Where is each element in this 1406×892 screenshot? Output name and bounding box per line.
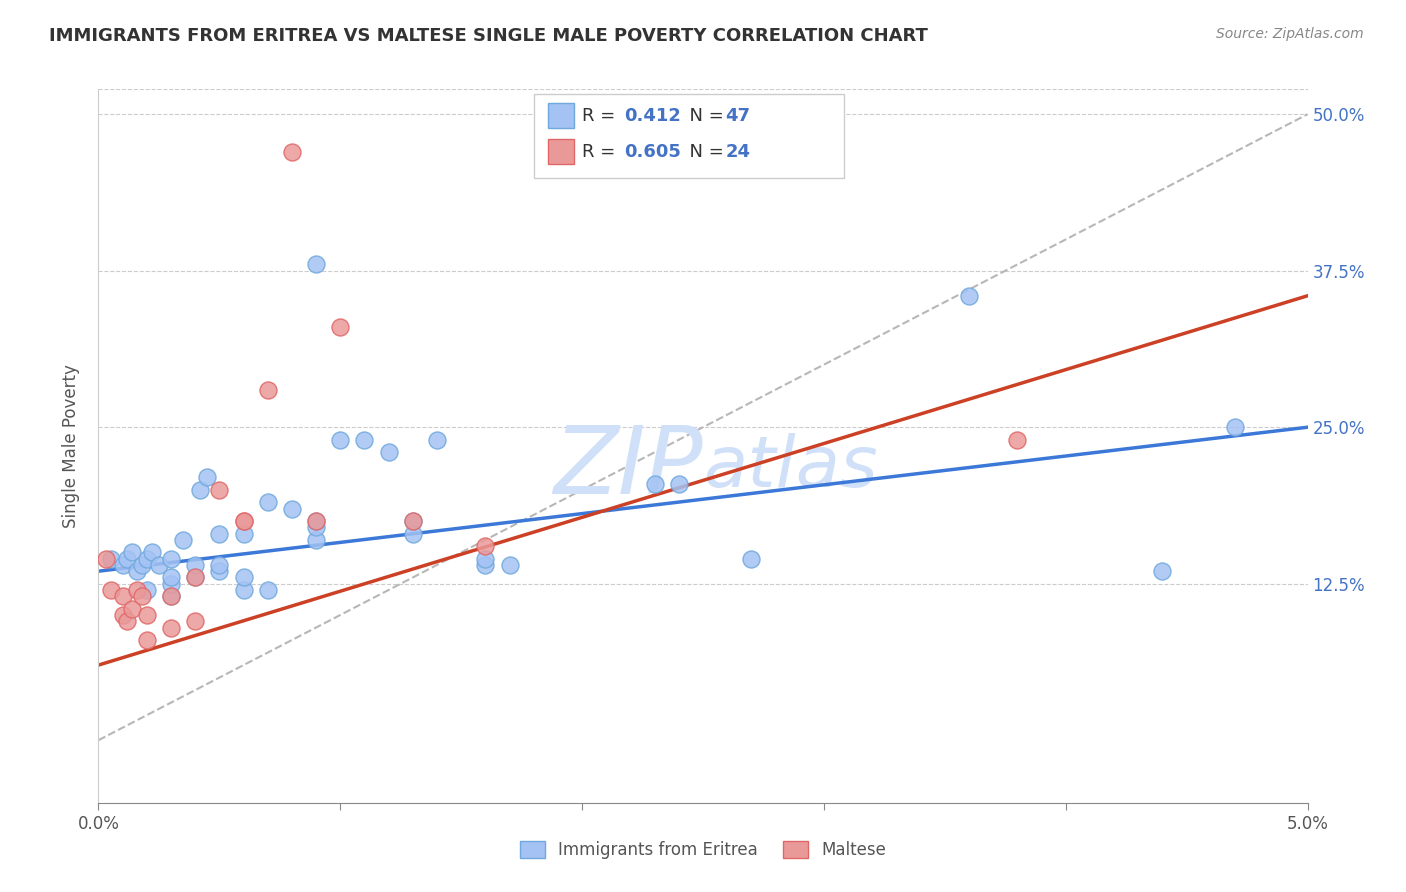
Text: ZIP: ZIP <box>554 422 703 513</box>
Point <box>474 558 496 572</box>
Point <box>160 621 183 635</box>
Point <box>121 601 143 615</box>
Point <box>232 514 254 528</box>
Text: IMMIGRANTS FROM ERITREA VS MALTESE SINGLE MALE POVERTY CORRELATION CHART: IMMIGRANTS FROM ERITREA VS MALTESE SINGL… <box>49 27 928 45</box>
Point <box>100 551 122 566</box>
Point <box>117 614 139 628</box>
Point <box>94 551 117 566</box>
Point <box>195 470 218 484</box>
Point <box>232 582 254 597</box>
Point <box>644 476 666 491</box>
Point <box>305 514 328 528</box>
Point <box>131 589 153 603</box>
Point <box>232 526 254 541</box>
Text: 47: 47 <box>725 107 751 125</box>
Point <box>256 495 278 509</box>
Point <box>135 607 157 622</box>
Point <box>184 570 207 584</box>
Point <box>111 558 134 572</box>
Text: 24: 24 <box>725 143 751 161</box>
Text: 0.605: 0.605 <box>624 143 681 161</box>
Point <box>740 551 762 566</box>
Point <box>281 145 304 159</box>
Point <box>305 257 328 271</box>
Point <box>184 614 207 628</box>
Legend: Immigrants from Eritrea, Maltese: Immigrants from Eritrea, Maltese <box>513 834 893 866</box>
Point <box>100 582 122 597</box>
Point <box>377 445 399 459</box>
Point <box>402 514 425 528</box>
Point <box>1007 433 1029 447</box>
Point <box>305 520 328 534</box>
Point <box>127 564 149 578</box>
Point <box>329 433 352 447</box>
Point <box>117 551 139 566</box>
Point <box>232 570 254 584</box>
Point <box>329 320 352 334</box>
Text: R =: R = <box>582 107 621 125</box>
Point <box>208 483 231 497</box>
Point <box>160 589 183 603</box>
Point <box>111 607 134 622</box>
Point <box>402 526 425 541</box>
Y-axis label: Single Male Poverty: Single Male Poverty <box>62 364 80 528</box>
Text: atlas: atlas <box>703 433 877 502</box>
Text: R =: R = <box>582 143 621 161</box>
Point <box>256 383 278 397</box>
Point <box>131 558 153 572</box>
Point <box>160 576 183 591</box>
Point <box>668 476 690 491</box>
Point <box>111 589 134 603</box>
Point <box>188 483 211 497</box>
Point <box>402 514 425 528</box>
Point <box>498 558 520 572</box>
Point <box>305 533 328 547</box>
Point <box>208 526 231 541</box>
Text: 0.412: 0.412 <box>624 107 681 125</box>
Point <box>135 582 157 597</box>
Point <box>1152 564 1174 578</box>
Point <box>474 539 496 553</box>
Point <box>121 545 143 559</box>
Point <box>184 558 207 572</box>
Point <box>957 289 980 303</box>
Point <box>426 433 449 447</box>
Text: N =: N = <box>678 107 730 125</box>
Point <box>160 570 183 584</box>
Point <box>127 582 149 597</box>
Point <box>172 533 194 547</box>
Point <box>148 558 170 572</box>
Point <box>232 514 254 528</box>
Point <box>1223 420 1246 434</box>
Point <box>135 633 157 648</box>
Point <box>160 589 183 603</box>
Point <box>184 570 207 584</box>
Point <box>256 582 278 597</box>
Point <box>160 551 183 566</box>
Point <box>353 433 375 447</box>
Point <box>281 501 304 516</box>
Point <box>474 551 496 566</box>
Point <box>135 551 157 566</box>
Point <box>305 514 328 528</box>
Text: N =: N = <box>678 143 730 161</box>
Point <box>141 545 163 559</box>
Text: Source: ZipAtlas.com: Source: ZipAtlas.com <box>1216 27 1364 41</box>
Point <box>208 558 231 572</box>
Point <box>208 564 231 578</box>
